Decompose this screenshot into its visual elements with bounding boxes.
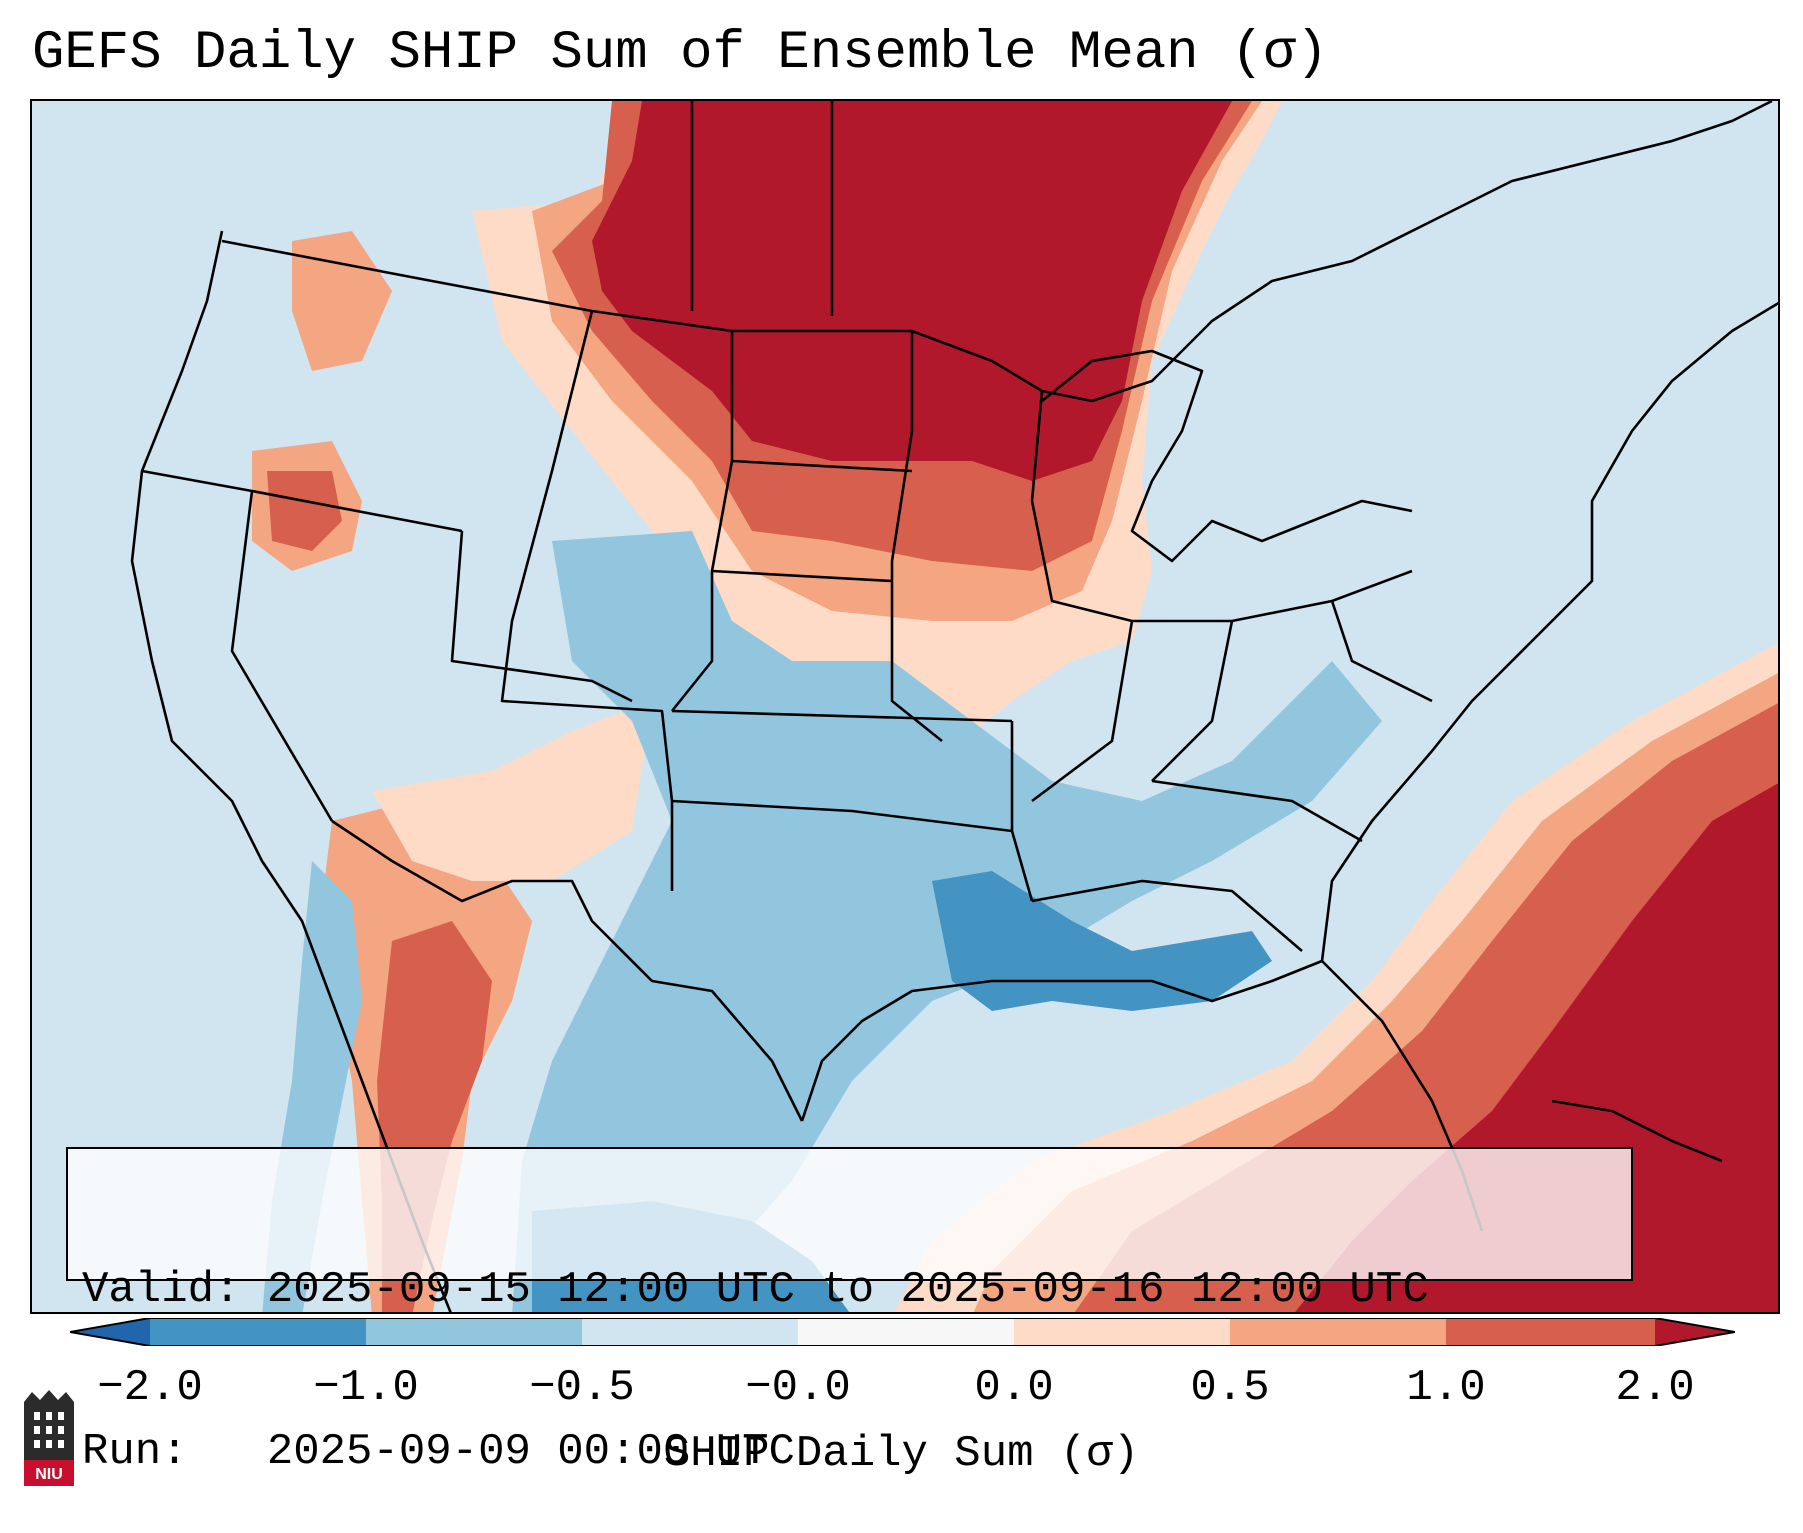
state-lines-east xyxy=(1030,390,1433,952)
colorbar-tick-label: −1.0 xyxy=(313,1363,419,1413)
colorbar-segment-4 xyxy=(798,1318,1014,1346)
gulf-coast xyxy=(800,959,1484,1232)
field-positive-washington xyxy=(292,231,392,371)
colorbar-tick-label: 1.0 xyxy=(1406,1363,1486,1413)
colorbar-label: SHIP Daily Sum (σ) xyxy=(663,1429,1140,1479)
map-canvas xyxy=(32,101,1778,1312)
colorbar-tick-label: −0.5 xyxy=(529,1363,635,1413)
map-panel xyxy=(30,99,1780,1314)
field-strong-negative-gulf xyxy=(932,871,1272,1011)
valid-time-text: Valid: 2025-09-15 12:00 UTC to 2025-09-1… xyxy=(82,1265,1429,1315)
cuba xyxy=(1551,1099,1723,1163)
colorbar-tick-label: 0.0 xyxy=(974,1363,1054,1413)
colorbar-tick-label: −0.0 xyxy=(745,1363,851,1413)
colorbar-segment-5 xyxy=(1014,1318,1230,1346)
colorbar-tick-label: −2.0 xyxy=(97,1363,203,1413)
colorbar xyxy=(70,1318,1735,1346)
colorbar-tick-label: 2.0 xyxy=(1615,1363,1695,1413)
east-coast xyxy=(1320,301,1778,962)
canada-east xyxy=(1091,101,1773,403)
us-canada-border xyxy=(221,239,1093,403)
canada-north-border xyxy=(690,101,834,316)
field-strong-positive-nevada xyxy=(267,471,342,551)
colorbar-tick-label: 0.5 xyxy=(1190,1363,1270,1413)
colorbar-segment-7 xyxy=(1446,1318,1655,1346)
colorbar-segment-2 xyxy=(366,1318,582,1346)
map-title: GEFS Daily SHIP Sum of Ensemble Mean (σ) xyxy=(32,23,1329,84)
west-coast xyxy=(130,230,452,1312)
colorbar-segment-1 xyxy=(150,1318,366,1346)
run-time-text: Run: 2025-09-09 00:00 UTC xyxy=(82,1427,795,1477)
validity-info-box: Valid: 2025-09-15 12:00 UTC to 2025-09-1… xyxy=(66,1147,1633,1477)
state-lines-west xyxy=(141,310,804,1122)
colorbar-extend-min xyxy=(70,1318,150,1346)
state-lines-central xyxy=(670,331,1034,902)
niu-logo: NIU xyxy=(24,1390,74,1486)
field-extreme-positive-north xyxy=(592,101,1232,481)
logo-text: NIU xyxy=(35,1466,63,1483)
colorbar-extend-max xyxy=(1655,1318,1735,1346)
colorbar-segment-3 xyxy=(582,1318,798,1346)
great-lakes xyxy=(1041,349,1413,563)
border-lines xyxy=(130,101,1778,1312)
field-weak-positive-southwest xyxy=(372,701,652,881)
colorbar-segment-6 xyxy=(1230,1318,1446,1346)
